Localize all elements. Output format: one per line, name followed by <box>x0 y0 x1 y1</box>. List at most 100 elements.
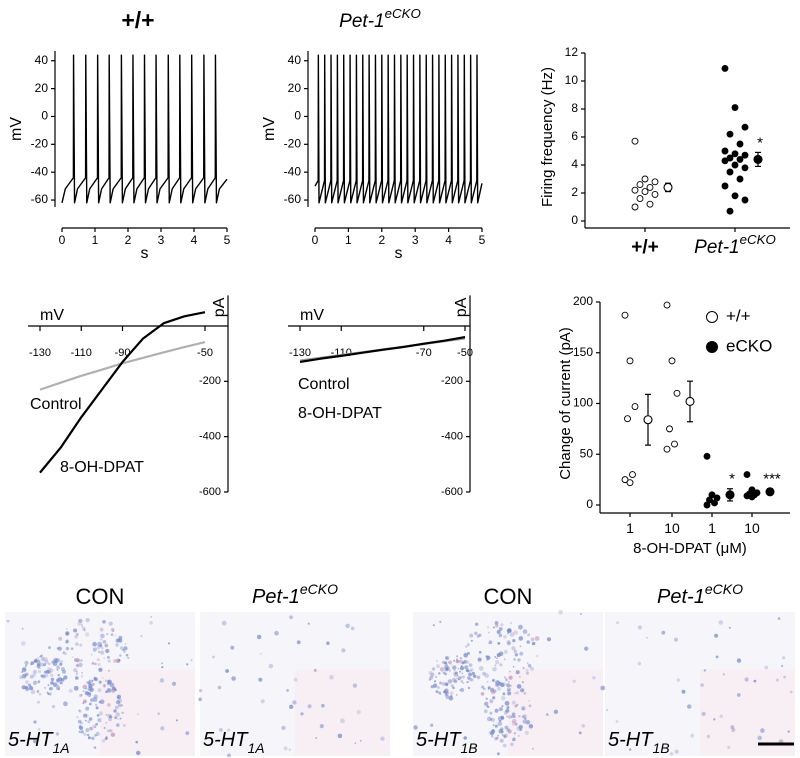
y-tick-label: 0 <box>41 109 48 123</box>
cell <box>530 637 535 642</box>
cell <box>157 712 160 715</box>
cell <box>501 696 506 701</box>
cell <box>114 705 119 710</box>
cell <box>484 701 489 706</box>
chart-title: +/+ <box>121 7 154 33</box>
series-label: 8-OH-DPAT <box>60 459 144 476</box>
cell <box>518 636 524 641</box>
cell <box>77 719 82 724</box>
cell <box>488 631 490 634</box>
cell <box>615 720 619 723</box>
cell <box>730 725 735 729</box>
cell <box>546 713 549 716</box>
cell <box>506 689 509 692</box>
cell <box>49 687 52 690</box>
cell <box>474 631 478 635</box>
cell <box>450 694 453 698</box>
cell <box>49 668 54 673</box>
cell <box>40 674 43 677</box>
cell <box>434 680 437 683</box>
y-tick-label: 40 <box>35 53 49 67</box>
x-tick-label: 2 <box>125 233 132 247</box>
data-point <box>741 196 749 204</box>
cell <box>352 683 358 688</box>
cell <box>92 641 97 647</box>
cell <box>714 633 719 638</box>
legend-label: eCKO <box>726 336 772 355</box>
data-point <box>626 357 634 365</box>
cell <box>435 676 437 678</box>
cell <box>337 733 343 739</box>
cell <box>283 746 288 751</box>
cell <box>787 730 790 733</box>
cell <box>438 672 441 675</box>
cell <box>80 730 84 734</box>
cell <box>456 660 459 662</box>
panel-title: Pet-1eCKO <box>657 581 743 609</box>
panel-title-superscript: eCKO <box>705 581 743 597</box>
series-line <box>39 311 206 474</box>
cell <box>44 686 47 689</box>
cell <box>489 687 495 693</box>
cell <box>584 646 589 651</box>
data-point <box>626 479 634 487</box>
cell <box>50 673 54 677</box>
cell <box>74 635 78 639</box>
cell <box>190 659 193 662</box>
cell <box>496 630 501 634</box>
cell <box>478 633 482 637</box>
cell <box>486 655 491 661</box>
cell <box>122 724 126 727</box>
cell <box>115 643 119 647</box>
cell <box>442 671 446 675</box>
cell <box>681 689 686 694</box>
cell <box>50 677 55 682</box>
cell <box>736 693 741 697</box>
cell <box>124 643 127 645</box>
y-tick-label: 0 <box>586 497 593 511</box>
data-point <box>666 425 673 433</box>
cell <box>514 653 519 657</box>
cell <box>167 642 171 645</box>
data-point <box>741 151 749 159</box>
y-axis-label: pA <box>211 297 228 317</box>
cell <box>307 622 310 625</box>
cell <box>461 675 465 679</box>
y-tick-label: 20 <box>35 81 49 95</box>
cell <box>92 724 97 729</box>
x-tick-label-superscript: eCKO <box>740 232 776 247</box>
cell <box>104 643 109 648</box>
x-tick-label-main: 10 <box>744 520 760 536</box>
cell <box>76 716 79 719</box>
cell <box>519 645 522 648</box>
cell <box>300 712 304 716</box>
x-tick-label: 0 <box>59 233 66 247</box>
y-tick-label: 10 <box>565 73 579 87</box>
cell <box>523 714 527 718</box>
cell <box>62 651 66 655</box>
cell <box>502 692 506 696</box>
cell <box>497 734 499 737</box>
data-point <box>673 389 681 397</box>
y-tick-label: -200 <box>199 375 221 387</box>
cell <box>29 674 34 679</box>
cell <box>65 633 68 636</box>
gene-label-subscript: 1A <box>52 740 69 756</box>
cell <box>293 677 298 682</box>
cell <box>517 658 521 662</box>
cell <box>24 660 29 666</box>
cell <box>91 679 94 683</box>
x-tick-label-main: 10 <box>664 520 680 536</box>
cell <box>85 632 90 637</box>
cell <box>499 738 504 743</box>
y-tick-label: 4 <box>571 157 578 171</box>
micrograph <box>605 612 795 756</box>
cell <box>110 627 115 632</box>
cell <box>439 667 445 672</box>
cell <box>47 684 50 687</box>
cell <box>127 656 130 659</box>
cell <box>522 707 525 710</box>
cell <box>296 640 301 645</box>
panel-title-superscript: eCKO <box>300 581 338 597</box>
cell <box>96 714 100 717</box>
